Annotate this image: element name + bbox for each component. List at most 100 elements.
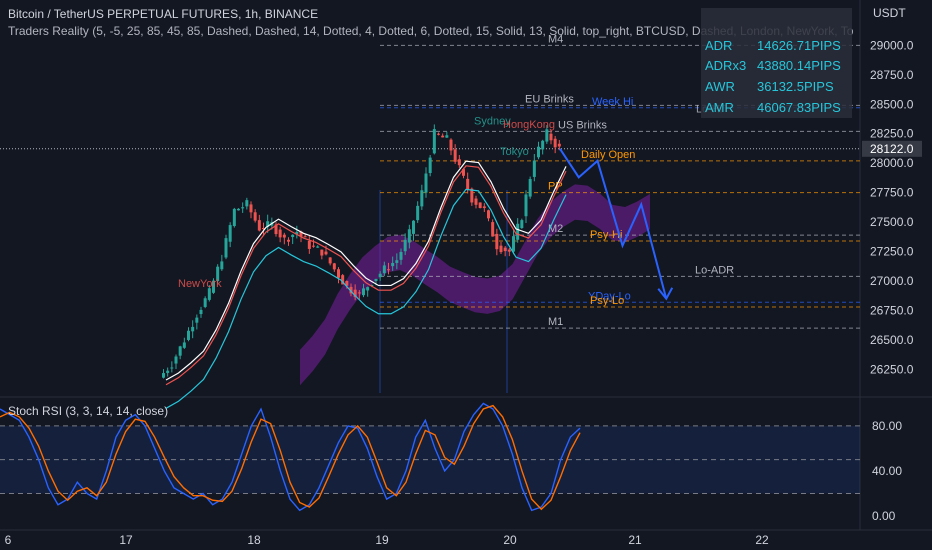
candle-body — [299, 231, 303, 237]
candle-body — [295, 231, 299, 235]
candle-body — [262, 228, 265, 229]
candle-body — [412, 220, 415, 234]
stats-row-awr: AWR 36132.5PIPS — [705, 79, 834, 94]
price-tick-2: 26750.0 — [870, 304, 914, 318]
candle-body — [182, 342, 186, 348]
price-tick-4: 27250.0 — [870, 245, 914, 259]
candle-body — [462, 169, 465, 176]
candle-body — [307, 240, 311, 249]
candle-body — [382, 265, 386, 274]
candle-body — [291, 234, 295, 238]
stats-value: 43880.14PIPS — [757, 58, 841, 73]
candle-body — [507, 249, 511, 252]
candle-body — [170, 367, 174, 369]
candle-body — [320, 249, 324, 256]
candle-body — [162, 373, 165, 378]
price-axis-unit: USDT — [873, 6, 906, 20]
level-label-0: M4 — [548, 33, 563, 45]
candle-body — [220, 261, 224, 270]
stoch-tick-0: 0.00 — [872, 509, 896, 523]
time-tick-6: 22 — [755, 533, 769, 547]
session-label-2: HongKong — [503, 119, 555, 131]
stoch-band-fill — [0, 425, 860, 494]
candle-body — [370, 284, 374, 286]
candle-body — [387, 269, 390, 271]
level-label-5: PP — [548, 181, 563, 193]
stoch-tick-2: 80.00 — [872, 419, 902, 433]
candle-body — [474, 198, 478, 205]
stats-row-amr: AMR 46067.83PIPS — [705, 100, 841, 115]
candle-body — [437, 133, 440, 135]
level-label-4: Daily Open — [581, 149, 635, 161]
candle-body — [178, 346, 182, 356]
stoch-rsi-title: Stoch RSI (3, 3, 14, 14, close) — [8, 404, 169, 418]
candle-body — [545, 129, 549, 142]
session-label-0: NewYork — [178, 278, 222, 290]
level-label-10: Psy-Lo — [590, 295, 624, 307]
candle-body — [449, 139, 453, 151]
candle-body — [312, 245, 315, 247]
candle-body — [378, 273, 382, 278]
ema-cloud — [300, 184, 650, 386]
candle-body — [391, 262, 395, 267]
candle-body — [332, 263, 336, 270]
candle-body — [191, 326, 195, 332]
time-tick-5: 21 — [628, 533, 642, 547]
stats-panel: ADR 14626.71PIPS ADRx3 43880.14PIPS AWR … — [701, 8, 852, 118]
stats-value: 14626.71PIPS — [757, 38, 841, 53]
candle-body — [216, 266, 220, 282]
candle-body — [266, 221, 270, 227]
candle-body — [337, 269, 340, 278]
candle-body — [503, 247, 507, 252]
level-label-9: YDay-Lo — [588, 290, 631, 302]
symbol-title: Bitcoin / TetherUS PERPETUAL FUTURES, 1h… — [8, 7, 319, 21]
candle-body — [541, 140, 545, 150]
candle-body — [495, 233, 499, 250]
stoch-series-0 — [0, 402, 581, 512]
projection-path — [559, 148, 668, 299]
current-price-text: 28122.0 — [870, 142, 914, 156]
price-tick-0: 26250.0 — [870, 362, 914, 376]
ma-cyan — [165, 188, 567, 409]
candle-body — [357, 292, 361, 294]
candle-body — [432, 129, 436, 154]
candle-body — [399, 251, 403, 260]
candle-body — [482, 206, 486, 209]
candle-body — [466, 178, 470, 190]
candle-body — [416, 205, 420, 221]
candle-body — [349, 286, 353, 294]
candle-body — [491, 222, 495, 237]
candle-body — [374, 278, 378, 282]
candle-body — [237, 208, 240, 211]
candle-body — [166, 370, 170, 373]
price-tick-8: 28250.0 — [870, 127, 914, 141]
projection-arrowhead — [657, 287, 674, 301]
candle-body — [282, 234, 286, 238]
candle-body — [278, 229, 282, 238]
level-label-7: Psy-Hi — [590, 229, 622, 241]
stats-row-adr: ADR 14626.71PIPS — [705, 38, 841, 53]
price-tick-1: 26500.0 — [870, 333, 914, 347]
level-label-2: Week Hi — [592, 96, 633, 108]
candle-body — [345, 281, 349, 286]
stats-value: 46067.83PIPS — [757, 100, 841, 115]
candle-body — [478, 202, 482, 208]
stats-label: ADRx3 — [705, 58, 747, 73]
candle-body — [187, 330, 190, 340]
candle-body — [199, 309, 203, 315]
candle-body — [445, 135, 449, 138]
time-tick-0: 6 — [5, 533, 12, 547]
candle-body — [549, 133, 553, 141]
time-tick-4: 20 — [503, 533, 517, 547]
candle-body — [212, 280, 215, 293]
price-tick-7: 28000.0 — [870, 156, 914, 170]
candle-body — [532, 160, 536, 177]
candle-body — [499, 245, 503, 253]
stats-label: AWR — [705, 79, 735, 94]
price-tick-10: 28750.0 — [870, 68, 914, 82]
stoch-series-1 — [0, 404, 581, 511]
candle-body — [420, 190, 424, 207]
time-tick-2: 18 — [247, 533, 261, 547]
candle-body — [174, 356, 178, 364]
candle-body — [516, 223, 520, 240]
